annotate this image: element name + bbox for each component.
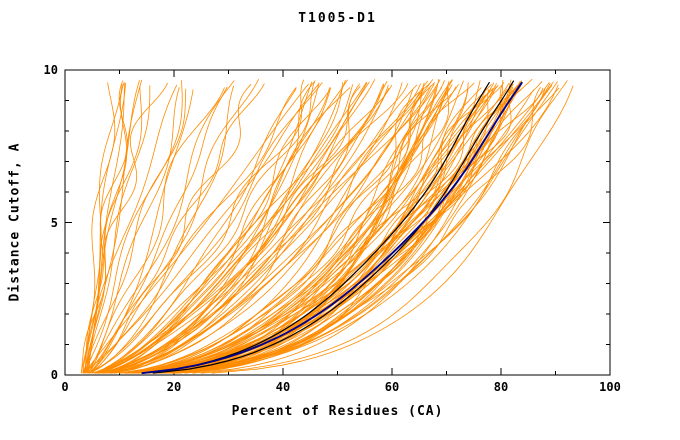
x-tick-label: 100 xyxy=(599,380,621,394)
reference-curve xyxy=(141,81,523,375)
y-tick-label: 0 xyxy=(50,368,58,382)
y-tick-label: 5 xyxy=(50,215,58,230)
plot-frame xyxy=(64,69,611,376)
x-tick-label: 20 xyxy=(166,380,182,394)
prediction-curves xyxy=(80,78,574,374)
x-tick-label: 60 xyxy=(384,380,400,394)
x-tick-label: 80 xyxy=(493,380,509,394)
x-tick-label: 40 xyxy=(275,380,291,394)
x-axis-label: Percent of Residues (CA) xyxy=(231,404,444,419)
x-tick-label: 0 xyxy=(61,380,69,394)
y-tick-label: 10 xyxy=(43,63,58,77)
chart-title: T1005-D1 xyxy=(298,11,377,26)
tick-marks xyxy=(64,69,611,376)
